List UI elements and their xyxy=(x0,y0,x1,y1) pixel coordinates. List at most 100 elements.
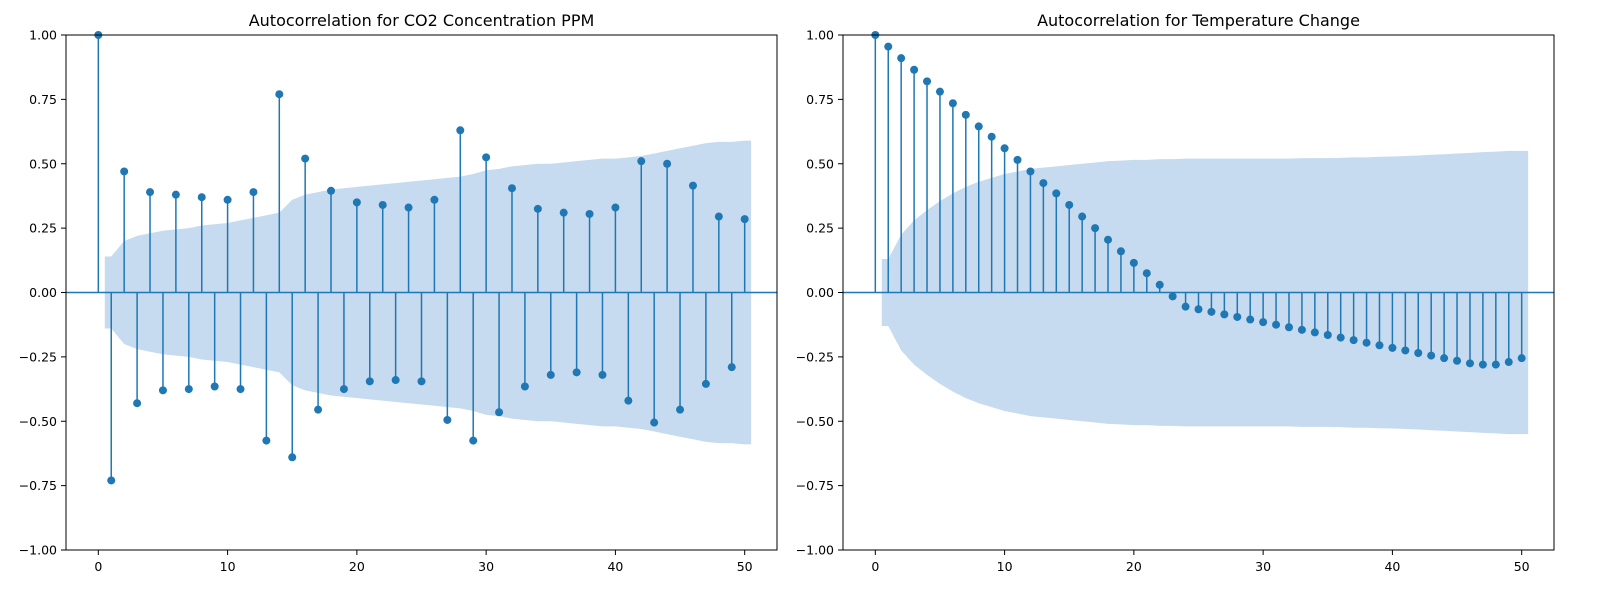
acf-point xyxy=(1440,354,1449,363)
acf-point xyxy=(1272,320,1281,329)
acf-point xyxy=(158,386,167,395)
y-tick-label: 0.50 xyxy=(29,156,57,171)
acf-point xyxy=(1401,346,1410,355)
x-tick-label: 0 xyxy=(871,559,879,574)
acf-point xyxy=(546,370,555,379)
y-tick-label: −0.75 xyxy=(19,478,57,493)
x-tick-label: 10 xyxy=(220,559,236,574)
acf-point xyxy=(1491,360,1500,369)
acf-point xyxy=(1284,323,1293,332)
acf-point xyxy=(404,203,413,212)
y-tick-label: 0.00 xyxy=(806,285,834,300)
acf-point xyxy=(146,188,155,197)
acf-point xyxy=(650,418,659,427)
acf-point xyxy=(1065,200,1074,209)
x-tick-label: 50 xyxy=(1514,559,1530,574)
acf-point xyxy=(598,370,607,379)
acf-point xyxy=(262,436,271,445)
acf-point xyxy=(1259,318,1268,327)
acf-point xyxy=(701,379,710,388)
acf-point xyxy=(1116,247,1125,256)
acf-point xyxy=(1142,269,1151,278)
y-tick-label: −0.25 xyxy=(796,349,834,364)
x-tick-label: 40 xyxy=(607,559,623,574)
acf-point xyxy=(430,195,439,204)
acf-point xyxy=(288,453,297,462)
acf-point xyxy=(897,54,906,63)
y-tick-label: −0.75 xyxy=(796,478,834,493)
acf-point xyxy=(974,122,983,131)
acf-point xyxy=(611,203,620,212)
acf-point xyxy=(391,376,400,385)
acf-point xyxy=(495,408,504,417)
acf-point xyxy=(1246,315,1255,324)
x-tick-label: 30 xyxy=(478,559,494,574)
x-tick-label: 10 xyxy=(997,559,1013,574)
acf-point xyxy=(676,405,685,414)
acf-point xyxy=(1465,359,1474,368)
acf-point xyxy=(884,42,893,51)
x-tick-label: 0 xyxy=(94,559,102,574)
x-tick-label: 20 xyxy=(349,559,365,574)
acf-point xyxy=(378,200,387,209)
y-tick-label: −0.25 xyxy=(19,349,57,364)
acf-point xyxy=(197,193,206,202)
x-tick-label: 30 xyxy=(1255,559,1271,574)
acf-point xyxy=(1091,224,1100,233)
y-tick-label: −1.00 xyxy=(796,543,834,558)
acf-point xyxy=(456,126,465,135)
acf-point xyxy=(365,377,374,386)
acf-point xyxy=(171,190,180,199)
co2-acf-chart: Autocorrelation for CO2 Concentration PP… xyxy=(19,11,778,574)
acf-point xyxy=(714,212,723,221)
acf-point xyxy=(1194,305,1203,314)
acf-point xyxy=(572,368,581,377)
y-tick-label: 0.75 xyxy=(29,92,57,107)
acf-point xyxy=(1129,258,1138,267)
acf-point xyxy=(520,382,529,391)
acf-point xyxy=(1233,312,1242,321)
acf-point xyxy=(1478,360,1487,369)
acf-point xyxy=(663,159,672,168)
acf-point xyxy=(1453,356,1462,365)
acf-point xyxy=(1000,144,1009,153)
acf-point xyxy=(935,87,944,96)
acf-point xyxy=(1026,167,1035,176)
y-tick-label: 0.25 xyxy=(29,221,57,236)
acf-point xyxy=(301,154,310,163)
acf-point xyxy=(1052,189,1061,198)
acf-point xyxy=(1297,325,1306,334)
y-tick-label: 1.00 xyxy=(29,28,57,43)
acf-point xyxy=(210,382,219,391)
acf-point xyxy=(1336,333,1345,342)
acf-point xyxy=(1362,338,1371,347)
acf-point xyxy=(1323,330,1332,339)
acf-point xyxy=(1104,235,1113,244)
acf-point xyxy=(352,198,361,207)
acf-point xyxy=(624,396,633,405)
acf-point xyxy=(1388,343,1397,352)
acf-point xyxy=(1375,341,1384,350)
acf-point xyxy=(910,65,919,74)
chart-title: Autocorrelation for Temperature Change xyxy=(1037,11,1360,30)
acf-point xyxy=(1155,280,1164,289)
acf-point xyxy=(443,415,452,424)
y-tick-label: −1.00 xyxy=(19,543,57,558)
acf-point xyxy=(1504,358,1513,367)
x-tick-label: 50 xyxy=(737,559,753,574)
acf-point xyxy=(1039,179,1048,188)
x-tick-label: 20 xyxy=(1126,559,1142,574)
acf-point xyxy=(948,99,957,108)
acf-point xyxy=(987,132,996,141)
acf-point xyxy=(223,195,232,204)
acf-point xyxy=(236,385,245,394)
acf-point xyxy=(120,167,129,176)
acf-point xyxy=(727,363,736,372)
acf-point xyxy=(559,208,568,217)
acf-point xyxy=(417,377,426,386)
acf-point xyxy=(339,385,348,394)
acf-point xyxy=(637,157,646,166)
acf-point xyxy=(961,110,970,119)
acf-point xyxy=(585,209,594,218)
